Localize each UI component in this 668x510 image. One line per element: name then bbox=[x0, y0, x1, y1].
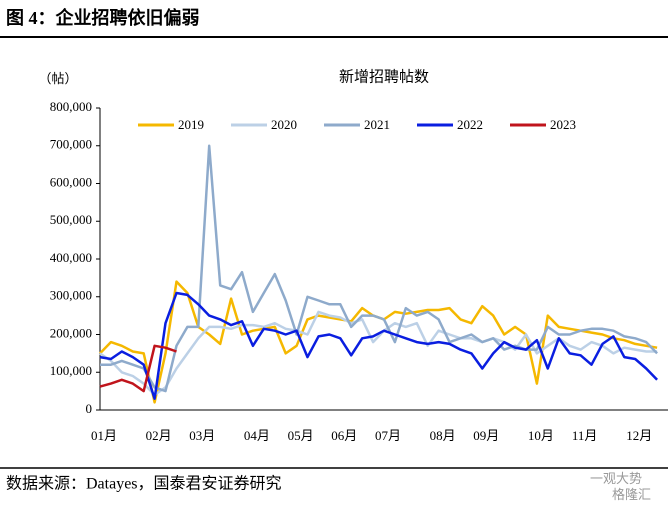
x-tick-label: 08月 bbox=[430, 428, 456, 443]
watermark: 格隆汇 bbox=[612, 487, 651, 502]
header-title: 图 4：企业招聘依旧偏弱 bbox=[6, 7, 200, 28]
chart-title: 新增招聘帖数 bbox=[339, 68, 429, 85]
y-tick-label: 100,000 bbox=[50, 363, 92, 378]
x-tick-label: 06月 bbox=[331, 428, 357, 443]
x-tick-label: 07月 bbox=[375, 428, 401, 443]
footer-source: 数据来源：Datayes，国泰君安证券研究 bbox=[6, 475, 282, 493]
x-tick-label: 11月 bbox=[572, 428, 598, 443]
y-unit: （帖） bbox=[38, 71, 77, 86]
y-tick-label: 500,000 bbox=[50, 212, 92, 227]
y-tick-label: 600,000 bbox=[50, 174, 92, 189]
x-tick-label: 03月 bbox=[189, 428, 215, 443]
y-tick-label: 700,000 bbox=[50, 137, 92, 152]
y-tick-label: 800,000 bbox=[50, 99, 92, 114]
series-line bbox=[100, 144, 658, 393]
x-tick-label: 01月 bbox=[91, 428, 117, 443]
watermark: 一观大势 bbox=[590, 471, 642, 486]
legend-label: 2022 bbox=[457, 117, 483, 132]
x-tick-label: 04月 bbox=[244, 428, 270, 443]
x-tick-label: 10月 bbox=[528, 428, 554, 443]
x-tick-label: 02月 bbox=[146, 428, 172, 443]
y-tick-label: 200,000 bbox=[50, 325, 92, 340]
series-line bbox=[99, 291, 658, 400]
x-tick-label: 09月 bbox=[473, 428, 499, 443]
y-tick-label: 300,000 bbox=[50, 288, 92, 303]
y-tick-label: 400,000 bbox=[50, 250, 92, 265]
series-line bbox=[99, 310, 658, 397]
series-line bbox=[99, 280, 658, 404]
legend-label: 2021 bbox=[364, 117, 390, 132]
legend-label: 2020 bbox=[271, 117, 297, 132]
series-line bbox=[99, 344, 177, 393]
legend-label: 2023 bbox=[550, 117, 576, 132]
legend-label: 2019 bbox=[178, 117, 204, 132]
y-tick-label: 0 bbox=[86, 401, 93, 416]
x-tick-label: 05月 bbox=[288, 428, 314, 443]
x-tick-label: 12月 bbox=[626, 428, 652, 443]
